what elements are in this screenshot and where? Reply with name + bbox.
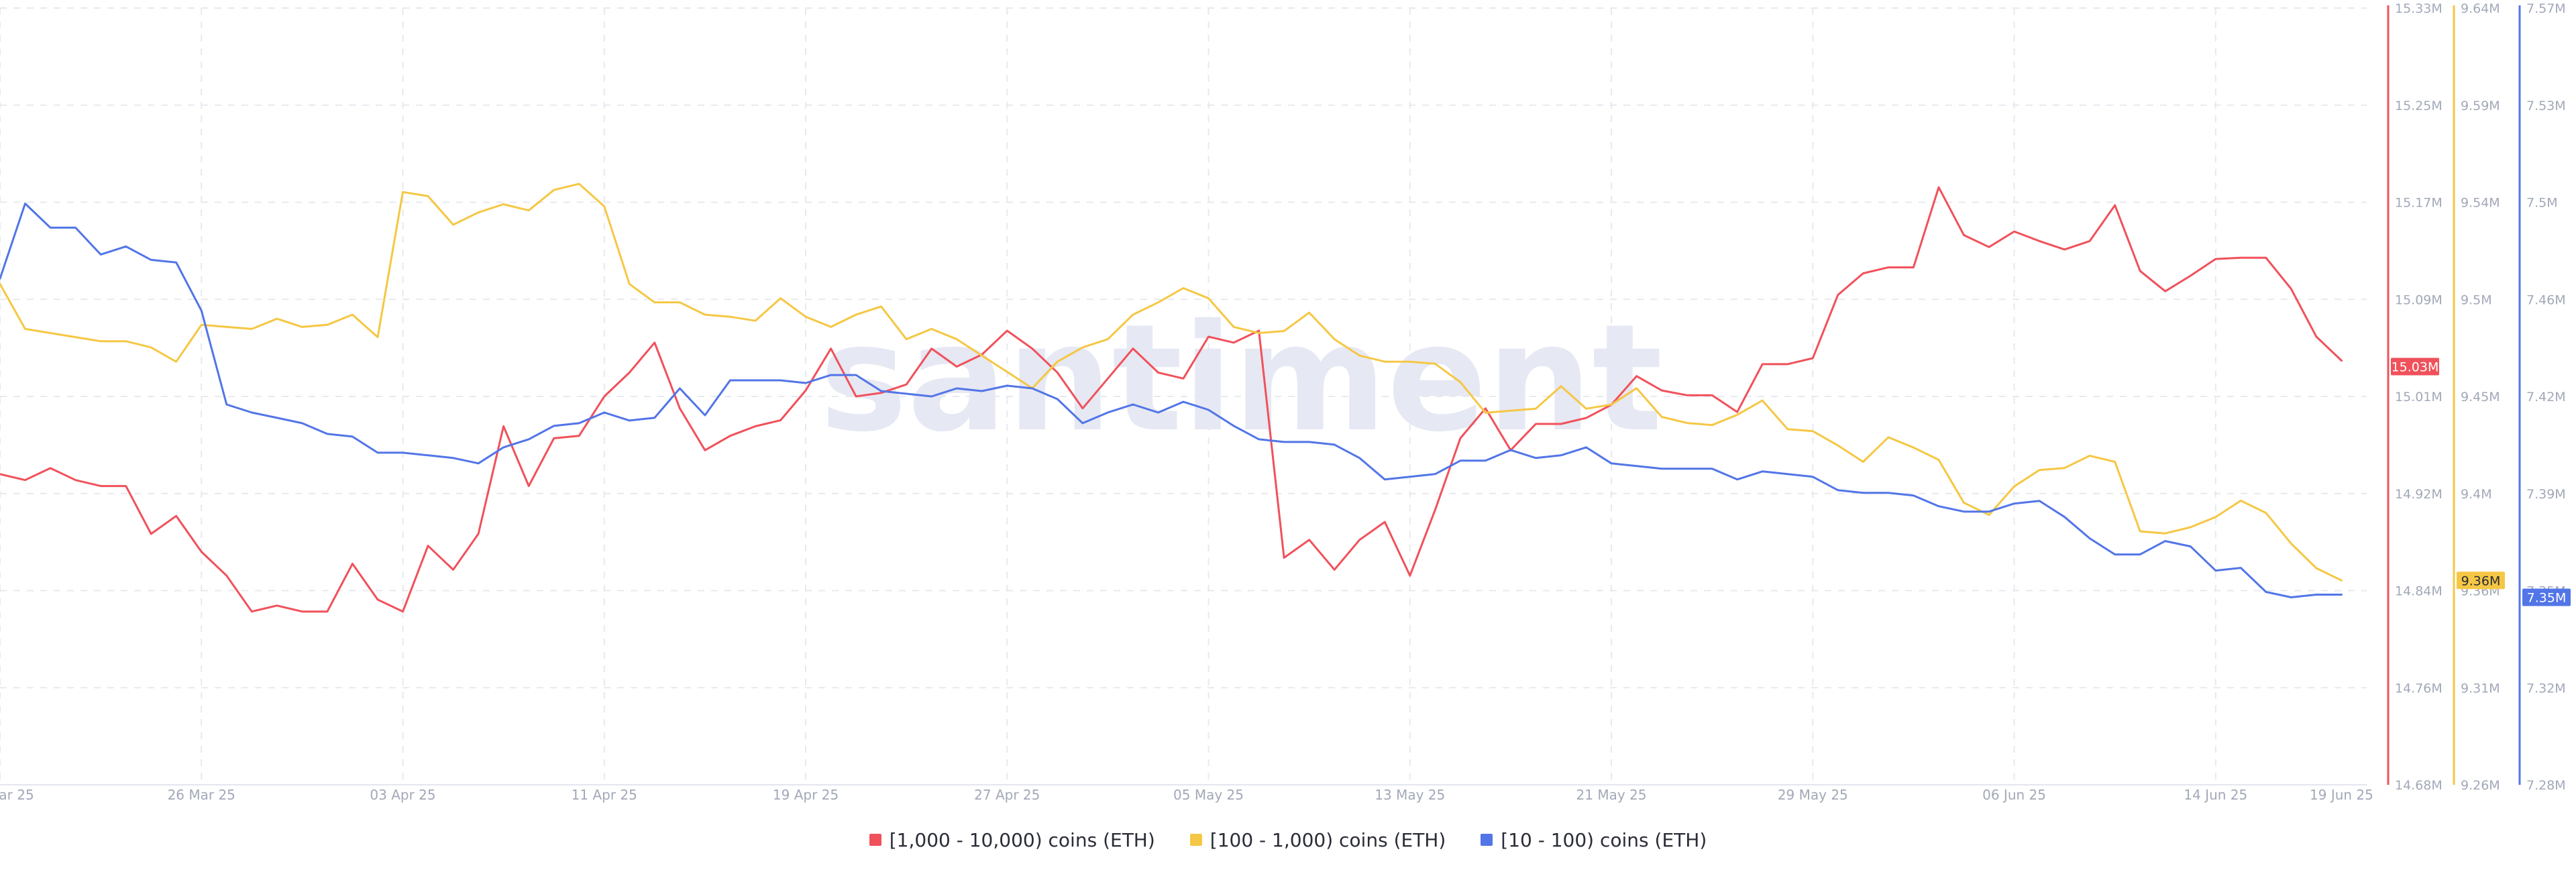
- x-tick-label: 06 Jun 25: [1982, 787, 2046, 803]
- legend-label: [100 - 1,000) coins (ETH): [1210, 828, 1446, 851]
- x-axis: 18 Mar 25 26 Mar 25 03 Apr 25 11 Apr 25 19 A…: [0, 784, 2373, 803]
- y-tick-label-yellow: 9.54M: [2461, 196, 2500, 211]
- y-tick-label-blue: 7.5M: [2526, 196, 2558, 211]
- legend-label: [10 - 100) coins (ETH): [1501, 828, 1707, 851]
- y-tick-label-blue: 7.53M: [2526, 99, 2566, 113]
- x-tick-label: 18 Mar 25: [0, 787, 34, 803]
- legend-swatch-blue: [1481, 834, 1493, 846]
- series-line-red[interactable]: [0, 186, 2343, 613]
- y-tick-label-red: 15.33M: [2395, 1, 2443, 16]
- y-tick-label-yellow: 9.26M: [2461, 778, 2500, 793]
- y-tick-label-red: 15.17M: [2395, 196, 2443, 211]
- x-tick-label: 11 Apr 25: [572, 787, 637, 803]
- y-tick-label-red: 14.92M: [2395, 487, 2443, 502]
- y-tick-label-blue: 7.42M: [2526, 390, 2566, 404]
- current-value-badges: 15.03M 9.36M 7.35M: [2391, 358, 2571, 606]
- legend-item-large-holders[interactable]: [1,000 - 10,000) coins (ETH): [869, 829, 1155, 851]
- x-tick-label: 03 Apr 25: [370, 787, 435, 803]
- legend-swatch-yellow: [1189, 834, 1202, 846]
- y-tick-label-yellow: 9.4M: [2461, 487, 2492, 502]
- current-badge-label-yellow: 9.36M: [2461, 574, 2501, 588]
- y-tick-label-blue: 7.57M: [2526, 1, 2566, 16]
- legend-swatch-red: [869, 834, 881, 846]
- current-badge-label-blue: 7.35M: [2527, 590, 2567, 605]
- current-badge-red: [2391, 358, 2439, 376]
- x-tick-label: 19 Jun 25: [2310, 787, 2373, 803]
- y-tick-label-blue: 7.39M: [2526, 487, 2566, 502]
- current-badge-label-red: 15.03M: [2392, 360, 2439, 374]
- y-axes: 14.68M 14.76M 14.84M 14.92M 15.01M 15.09M 15.1…: [2387, 1, 2566, 793]
- current-badge-yellow: [2457, 571, 2505, 590]
- x-tick-label: 19 Apr 25: [773, 787, 839, 803]
- y-tick-label-red: 15.01M: [2395, 390, 2443, 404]
- y-tick-label-yellow: 9.59M: [2461, 99, 2500, 113]
- legend-label: [1,000 - 10,000) coins (ETH): [889, 828, 1155, 851]
- y-tick-label-yellow: 9.31M: [2461, 681, 2500, 696]
- x-tick-label: 14 Jun 25: [2184, 787, 2247, 803]
- y-tick-label-red: 15.25M: [2395, 99, 2443, 113]
- x-tick-label: 27 Apr 25: [974, 787, 1040, 803]
- x-tick-label: 29 May 25: [1778, 787, 1848, 803]
- current-badge-blue: [2522, 588, 2571, 606]
- x-tick-label: 26 Mar 25: [168, 787, 235, 803]
- grid: [0, 7, 2367, 785]
- x-tick-label: 05 May 25: [1173, 787, 1244, 803]
- y-tick-label-yellow: 9.5M: [2461, 292, 2492, 307]
- y-tick-label-yellow: 9.45M: [2461, 390, 2500, 404]
- y-tick-label-blue: 7.32M: [2526, 681, 2566, 696]
- y-tick-label-red: 14.68M: [2395, 778, 2443, 793]
- series-line-yellow[interactable]: [0, 182, 2343, 582]
- x-tick-label: 21 May 25: [1576, 787, 1647, 803]
- legend-item-medium-holders[interactable]: [100 - 1,000) coins (ETH): [1189, 828, 1446, 851]
- series-line-blue[interactable]: [0, 203, 2343, 598]
- y-tick-label-blue: 7.28M: [2526, 778, 2566, 793]
- legend-item-small-holders[interactable]: [10 - 100) coins (ETH): [1481, 829, 1707, 851]
- y-tick-label-red: 15.09M: [2395, 292, 2443, 307]
- watermark-text: santiment: [820, 292, 1663, 464]
- y-tick-label-yellow: 9.64M: [2461, 1, 2500, 16]
- y-tick-label-blue: 7.46M: [2526, 292, 2566, 307]
- legend: [1,000 - 10,000) coins (ETH) [100 - 1,00…: [0, 826, 2576, 853]
- y-tick-label-red: 14.76M: [2395, 681, 2443, 696]
- series-lines: [0, 182, 2343, 613]
- x-tick-label: 13 May 25: [1375, 787, 1445, 803]
- y-tick-label-red: 14.84M: [2395, 584, 2443, 599]
